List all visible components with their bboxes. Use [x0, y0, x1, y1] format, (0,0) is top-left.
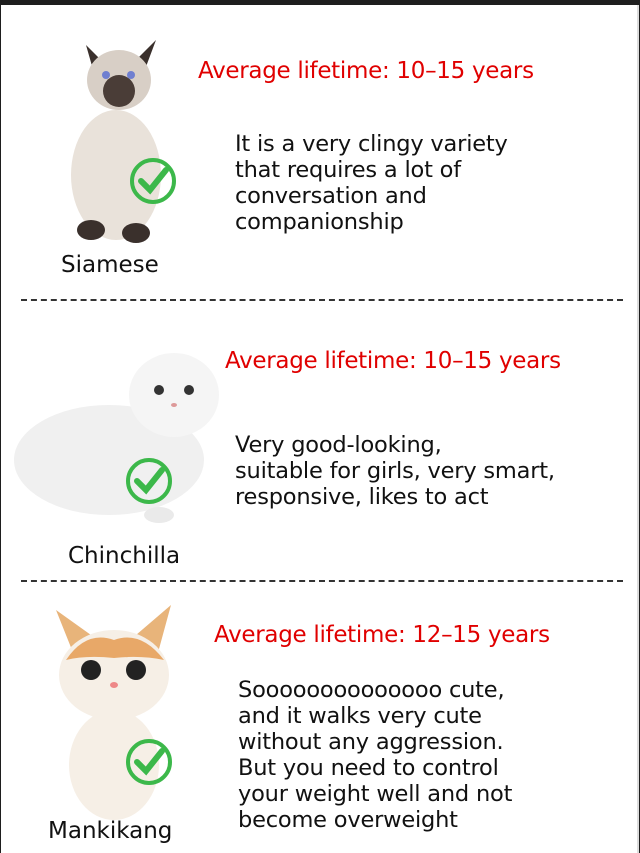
check-circle-icon — [126, 739, 172, 785]
breed-description: Soooooooooooooo cute, and it walks very … — [238, 677, 513, 833]
breed-description: Very good-looking, suitable for girls, v… — [235, 432, 555, 510]
lifetime-label: Average lifetime: 10–15 years — [225, 348, 561, 374]
chinchilla-cat-image — [14, 353, 219, 523]
lifetime-label: Average lifetime: 12–15 years — [214, 622, 550, 648]
section-divider — [21, 299, 623, 301]
lifetime-label: Average lifetime: 10–15 years — [198, 58, 534, 84]
breed-description: It is a very clingy variety that require… — [235, 131, 508, 235]
check-circle-icon — [130, 158, 176, 204]
breed-name: Chinchilla — [68, 543, 181, 569]
infographic-page: Average lifetime: 10–15 years It is a ve… — [1, 5, 639, 853]
section-divider — [21, 580, 623, 582]
check-circle-icon — [126, 458, 172, 504]
mankikang-cat-image — [56, 605, 171, 820]
breed-name: Siamese — [61, 252, 159, 278]
siamese-cat-image — [71, 40, 161, 243]
breed-name: Mankikang — [48, 818, 173, 844]
